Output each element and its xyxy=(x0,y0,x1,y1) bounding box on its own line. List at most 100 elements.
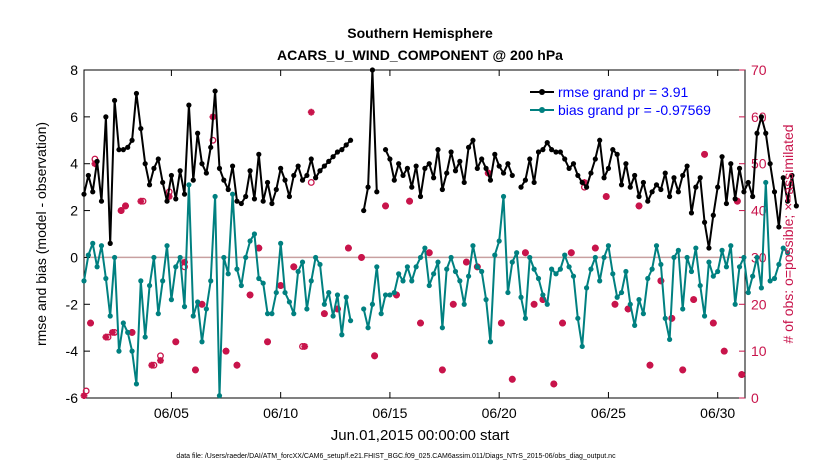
y-axis-right-label: # of obs: o=possible; ×=assimilated xyxy=(780,124,796,343)
assimilated-obs-point xyxy=(635,202,643,210)
bias-point xyxy=(181,304,188,310)
bias-point xyxy=(531,266,537,272)
bias-point xyxy=(780,245,786,251)
x-tick-label: 06/05 xyxy=(154,405,189,421)
rmse-point xyxy=(671,175,677,181)
rmse-point xyxy=(710,212,716,218)
rmse-point xyxy=(190,177,196,183)
bias-point xyxy=(662,315,668,321)
bias-point xyxy=(133,381,140,387)
bias-point xyxy=(605,243,612,249)
assimilated-obs-point xyxy=(521,249,529,257)
rmse-point xyxy=(527,156,533,162)
bias-point xyxy=(160,278,166,284)
rmse-point xyxy=(361,207,367,214)
bias-point xyxy=(269,311,275,317)
legend: rmse grand pr = 3.91 bias grand pr = -0.… xyxy=(530,84,711,118)
rmse-point xyxy=(680,172,686,179)
rmse-point xyxy=(125,144,131,150)
rmse-point xyxy=(168,172,175,179)
rmse-point xyxy=(758,114,764,120)
bias-point xyxy=(216,393,223,399)
rmse-point xyxy=(719,154,725,160)
rmse-point xyxy=(181,191,188,197)
assimilated-obs-point xyxy=(358,254,365,261)
rmse-point xyxy=(785,198,791,204)
bias-point xyxy=(282,289,288,296)
bias-point xyxy=(614,294,620,300)
y-left-tick-label: 6 xyxy=(70,109,78,125)
bias-point xyxy=(98,243,105,249)
assimilated-obs-point xyxy=(449,300,457,308)
rmse-point xyxy=(509,172,515,179)
rmse-point xyxy=(614,151,620,157)
rmse-point xyxy=(750,193,756,200)
assimilated-obs-point xyxy=(255,244,263,252)
bias-point xyxy=(208,278,214,284)
bias-point xyxy=(391,289,397,296)
assimilated-obs-point xyxy=(264,338,271,346)
bias-point xyxy=(186,182,192,188)
rmse-point xyxy=(618,182,625,188)
bias-point xyxy=(732,301,738,307)
bias-point xyxy=(195,299,201,305)
bias-point xyxy=(723,264,730,270)
bias-point xyxy=(94,264,100,270)
rmse-point xyxy=(575,172,581,179)
bias-point xyxy=(273,289,279,296)
y-left-tick-label: 2 xyxy=(70,203,78,219)
bias-point xyxy=(400,278,406,284)
bias-point xyxy=(483,297,489,303)
assimilated-obs-point xyxy=(137,197,145,205)
rmse-point xyxy=(291,172,297,179)
chart-title: Southern Hemisphere xyxy=(347,25,493,41)
bias-point xyxy=(562,252,568,258)
assimilated-obs-point xyxy=(497,319,505,327)
rmse-point xyxy=(632,172,638,179)
rmse-point xyxy=(120,147,126,153)
bias-point xyxy=(291,311,297,317)
bias-point xyxy=(426,282,432,289)
assimilated-obs-point xyxy=(591,244,599,252)
y-right-tick-label: 70 xyxy=(751,62,767,78)
bias-point xyxy=(435,259,441,265)
bias-point xyxy=(640,311,646,317)
possible-obs-point xyxy=(307,179,315,186)
bias-point xyxy=(610,271,616,277)
legend-rmse-text: rmse grand pr = 3.91 xyxy=(558,84,689,100)
rmse-point xyxy=(588,170,594,176)
rmse-point xyxy=(505,161,511,167)
rmse-point xyxy=(243,193,249,200)
rmse-point xyxy=(500,170,507,176)
bias-point xyxy=(164,243,170,249)
bias-point xyxy=(107,313,113,319)
assimilated-obs-point xyxy=(91,160,99,168)
assimilated-obs-point xyxy=(165,193,173,200)
bias-point xyxy=(452,268,459,275)
bias-point xyxy=(583,285,590,291)
assimilated-obs-point xyxy=(371,352,379,360)
rmse-point xyxy=(789,172,795,179)
assimilated-obs-point xyxy=(567,249,575,257)
bias-point xyxy=(601,254,607,261)
bias-point xyxy=(409,278,415,284)
bias-point xyxy=(540,292,546,298)
bias-point xyxy=(155,311,161,317)
rmse-point xyxy=(461,179,467,186)
assimilated-obs-point xyxy=(602,193,610,200)
rmse-point xyxy=(313,175,319,181)
assimilated-obs-point xyxy=(382,202,389,210)
bias-point xyxy=(387,292,393,298)
rmse-point xyxy=(457,158,463,164)
rmse-point xyxy=(391,177,397,183)
rmse-point xyxy=(334,149,341,155)
rmse-point xyxy=(339,147,345,153)
bias-point xyxy=(125,329,131,335)
bias-point xyxy=(374,264,380,270)
bias-point xyxy=(295,268,301,275)
y-left-tick-label: -2 xyxy=(66,296,79,312)
rmse-point xyxy=(138,125,144,132)
y-right-tick-label: 20 xyxy=(751,296,767,312)
rmse-point xyxy=(535,149,542,155)
rmse-point xyxy=(697,175,703,181)
